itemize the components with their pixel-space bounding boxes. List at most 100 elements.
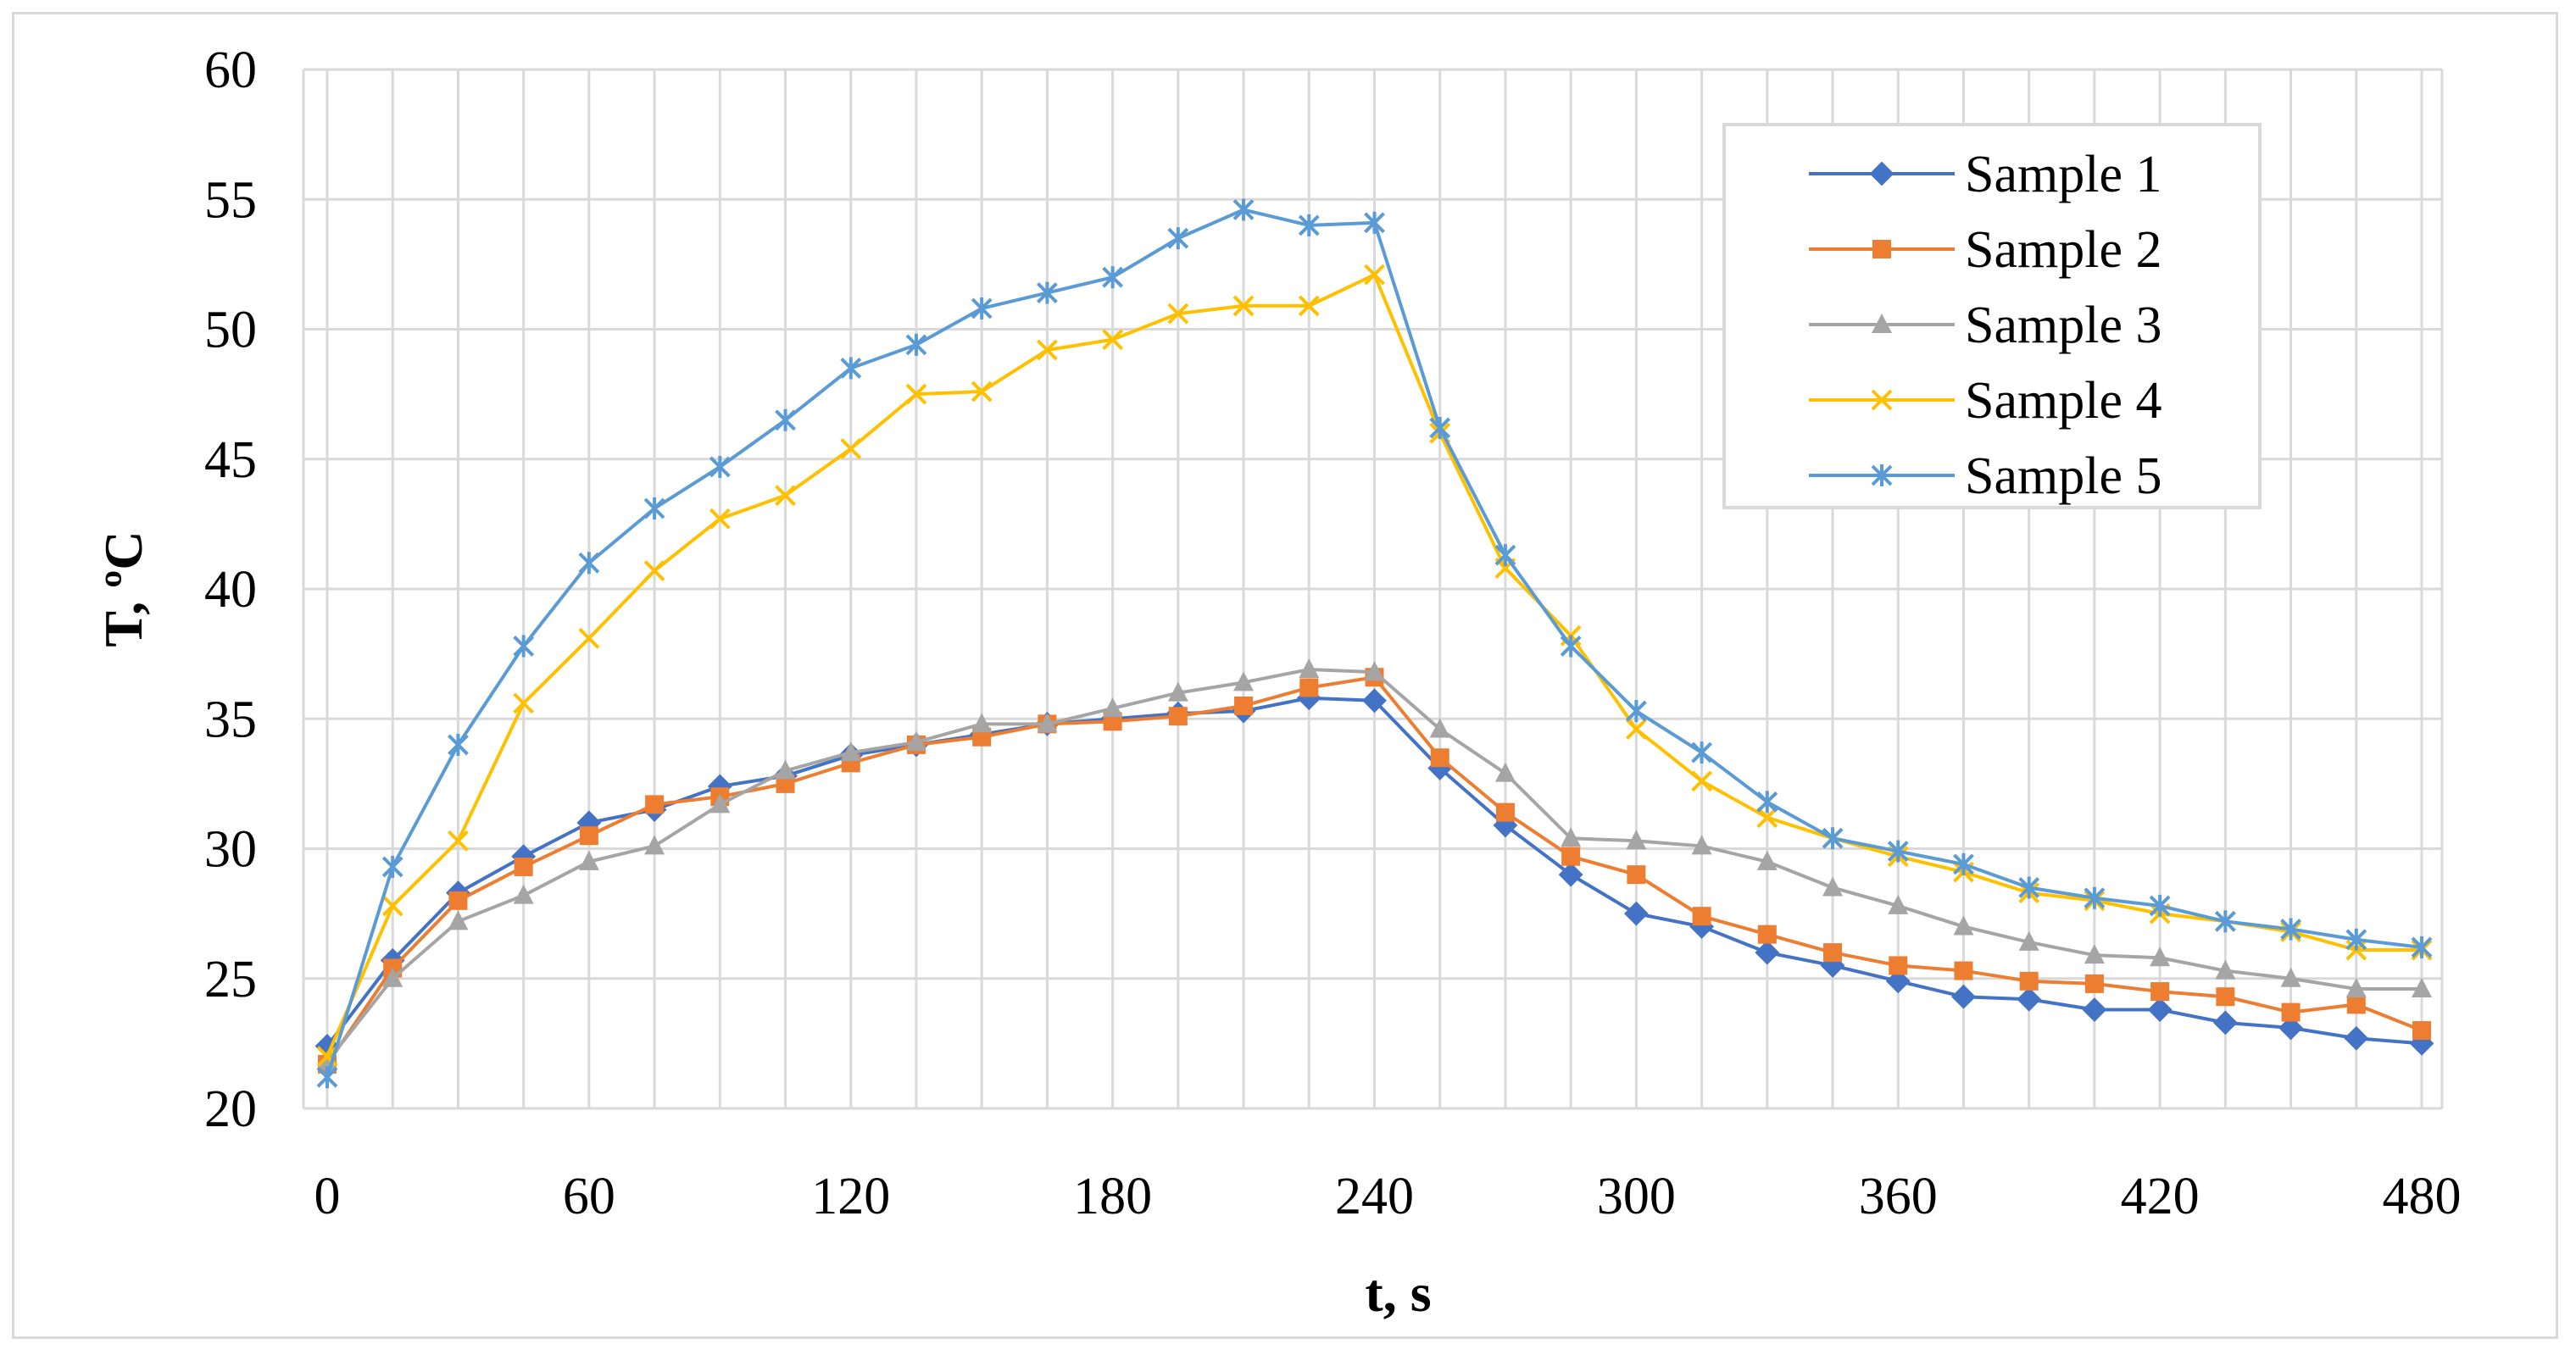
x-axis-title: t, s [1365,1263,1431,1323]
data-point [2412,978,2432,998]
series-3 [317,658,2432,1070]
legend-label: Sample 3 [1965,297,2162,354]
data-point [2019,971,2039,991]
y-tick-label: 30 [204,821,257,879]
data-point [1364,211,1385,234]
data-point [513,635,535,658]
x-tick-label: 360 [1859,1168,1938,1225]
y-tick-label: 55 [204,171,257,229]
y-tick-label: 35 [204,691,257,748]
data-point [448,910,469,930]
data-point [2412,1021,2431,1041]
data-point [382,967,403,987]
data-point [2281,1002,2301,1022]
data-point [1627,865,1646,885]
data-point [709,793,731,814]
data-point [840,741,861,762]
data-point [2280,918,2301,941]
data-point [643,560,665,581]
data-point [1756,850,1778,870]
data-point [1036,339,1058,361]
data-point [448,891,468,910]
data-point [1872,314,1892,333]
y-tick-label: 20 [204,1080,257,1138]
data-point [1429,718,1450,738]
data-point [1885,969,1911,994]
data-point [1623,901,1649,926]
data-point [2346,995,2366,1014]
data-point [1233,671,1255,691]
y-tick-label: 25 [204,951,257,1008]
data-point [2344,1025,2369,1051]
data-point [1167,303,1189,325]
data-point [1430,748,1449,768]
data-point [905,333,927,356]
data-point [1871,464,1893,486]
line-chart: 20 25 30 35 40 45 50 55 60 0 60 120 180 240 300 360 420 4… [93,42,2462,1323]
data-point [1756,807,1778,829]
data-point [775,408,796,431]
data-point [1299,678,1319,697]
data-point [1362,688,1387,714]
data-point [381,855,403,878]
legend-entry: Sample 1 [1809,146,2162,203]
legend-label: Sample 2 [1965,221,2162,279]
data-point [1168,707,1188,726]
x-tick-label: 480 [2383,1168,2462,1225]
x-tick-label: 180 [1073,1168,1152,1225]
data-point [1625,700,1647,723]
x-tick-label: 0 [314,1168,341,1225]
data-point [1298,214,1320,236]
legend: Sample 1 Sample 2 Sample 3 Sample 4 Sample 5 [1722,123,2262,509]
data-point [1364,661,1385,681]
data-point [2216,987,2235,1007]
y-tick-label: 45 [204,431,257,489]
data-point [1561,847,1581,866]
data-point [2084,886,2106,909]
data-point [448,733,469,756]
data-point [1167,227,1189,250]
data-point [578,552,600,575]
data-point [514,857,533,876]
data-point [2411,936,2433,958]
data-point [709,455,731,478]
legend-label: Sample 1 [1965,146,2162,203]
data-point [1872,240,1891,258]
data-point [1364,264,1385,286]
data-point [2280,967,2301,987]
data-point [1232,295,1255,317]
data-point [1691,741,1713,764]
data-point [1756,791,1778,814]
data-point [2018,876,2040,899]
data-point [775,759,796,780]
x-tick-label: 120 [811,1168,890,1225]
x-tick-label: 300 [1597,1168,1676,1225]
data-point [645,795,665,814]
data-point [643,497,665,519]
data-point [2150,947,2171,967]
data-point [2212,1010,2238,1036]
data-point [579,826,598,846]
data-point [644,835,665,855]
data-point [1887,840,1909,863]
data-point [513,884,534,904]
data-point [1299,658,1320,679]
data-point [2150,982,2170,1002]
data-point [1234,696,1254,715]
data-point [1871,389,1893,411]
data-point [1494,544,1516,567]
y-axis-title: T, ºC [93,530,153,647]
data-point [1298,295,1320,317]
data-point [1822,876,1844,897]
data-point [971,713,993,733]
data-point [2017,986,2042,1012]
data-point [1692,907,1711,926]
data-point [1102,697,1123,717]
data-point [2278,1015,2303,1041]
data-point [905,383,927,405]
y-tick-label: 50 [204,302,257,359]
data-point [840,438,862,459]
data-point [1494,762,1516,782]
data-point [1757,925,1777,944]
data-point [2345,928,2367,951]
